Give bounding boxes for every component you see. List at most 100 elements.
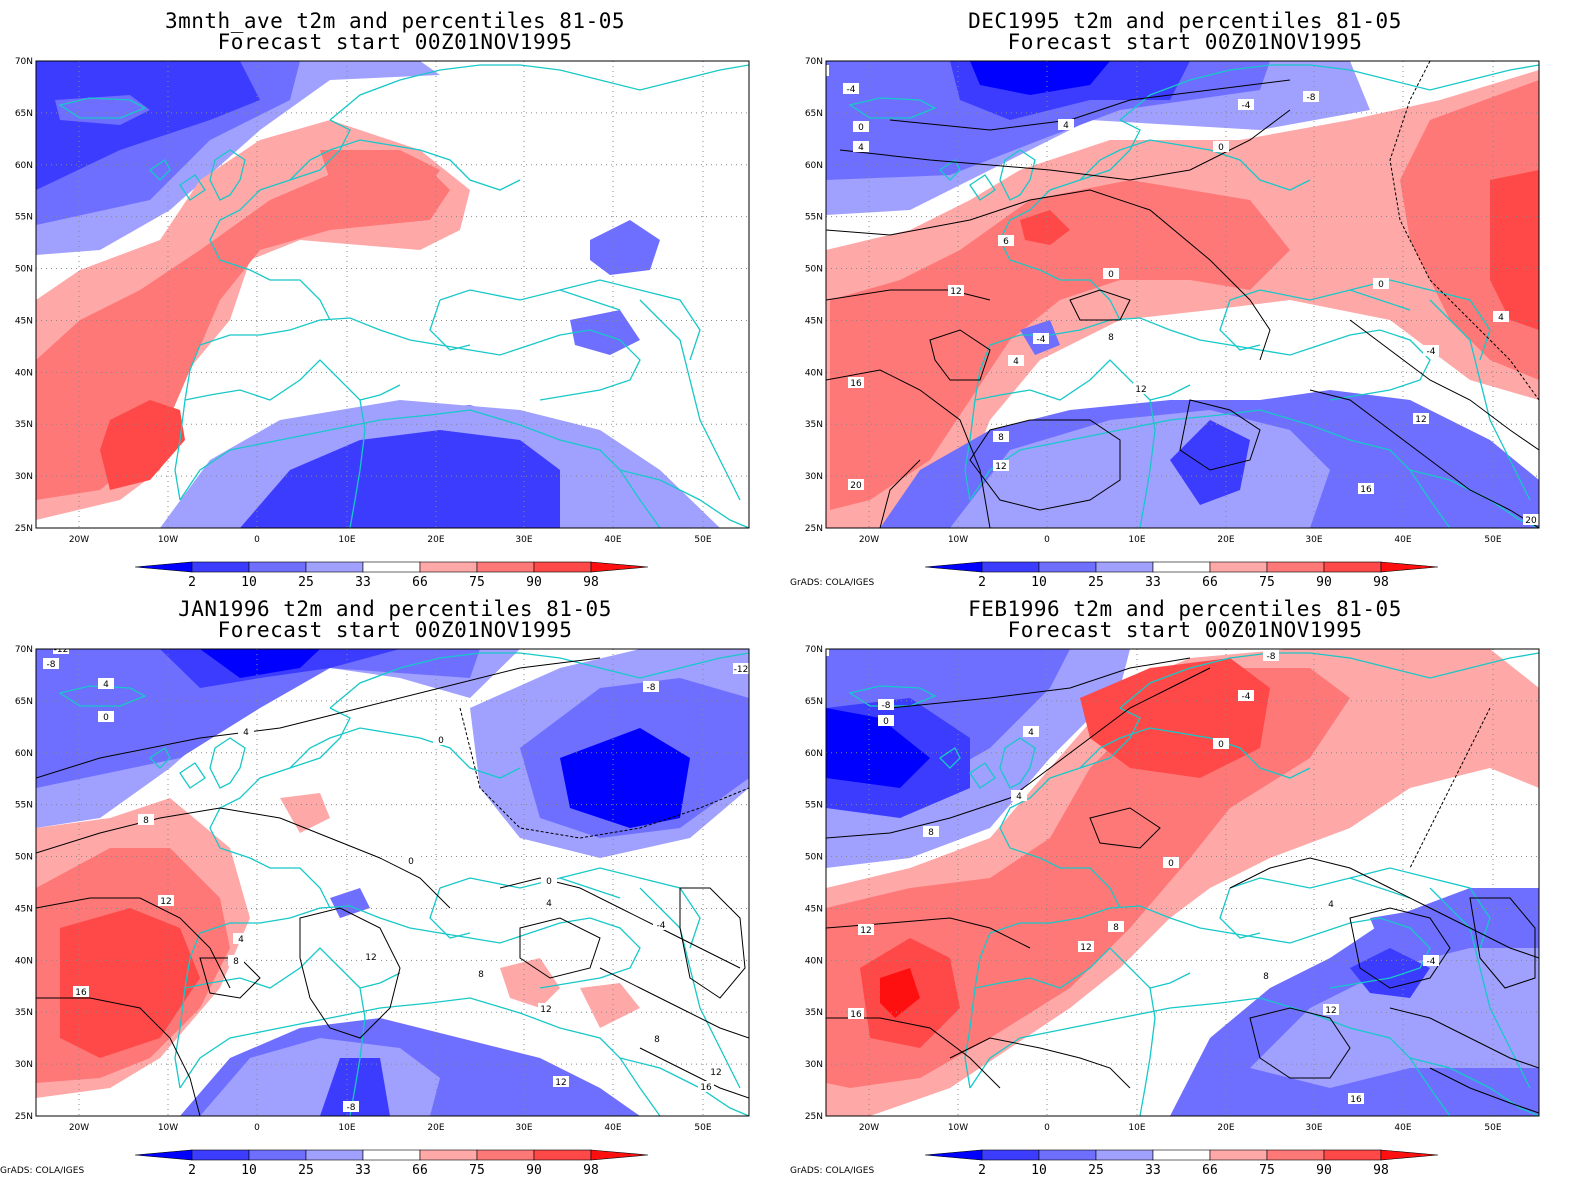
panel-subtitle: Forecast start 00Z01NOV1995	[217, 618, 573, 642]
percentile-shading-area	[240, 430, 560, 528]
colorbar-segment	[1209, 1149, 1268, 1161]
contour-label-background	[53, 649, 69, 654]
contour-label-background	[708, 1066, 724, 1077]
contour-label: 8	[654, 1035, 660, 1045]
longitude-label: 50E	[694, 1123, 711, 1133]
contour-label-background	[1423, 345, 1439, 356]
contour-label-background	[853, 141, 869, 152]
colorbar-arrow-low	[134, 1149, 193, 1161]
latitude-label: 25N	[805, 1112, 823, 1122]
coastline	[439, 877, 621, 899]
temperature-contour	[1349, 907, 1451, 989]
colorbar-segment	[476, 1149, 535, 1161]
contour-label-background	[563, 1123, 579, 1134]
contour-label: 0	[546, 877, 552, 887]
map-frame	[825, 60, 1540, 529]
colorbar-segment	[981, 1149, 1040, 1161]
contour-label-background	[643, 681, 659, 692]
latitude-label: 45N	[805, 316, 823, 326]
latitude-label: 45N	[15, 904, 33, 914]
latitude-label: 45N	[805, 904, 823, 914]
latitude-label: 40N	[15, 368, 33, 378]
contour-label: 16	[75, 988, 87, 998]
colorbar-label: 75	[1259, 575, 1275, 590]
contour-label-background	[403, 855, 419, 866]
coastline	[289, 139, 521, 191]
colorbar-label: 10	[241, 575, 257, 590]
contour-label-background	[541, 897, 557, 908]
contour-label-background	[923, 826, 939, 837]
temperature-contour	[1429, 1067, 1539, 1114]
percentile-shading-area	[60, 908, 200, 1058]
contour-label-background	[1103, 268, 1119, 279]
contour-label-background	[1263, 650, 1279, 661]
colorbar-label: 90	[1316, 575, 1332, 590]
latitude-label: 55N	[805, 801, 823, 811]
temperature-contour	[299, 907, 401, 1039]
temperature-contour	[929, 329, 991, 381]
latitude-label: 30N	[805, 472, 823, 482]
contour-label: 12	[1325, 1006, 1336, 1016]
colorbar-label: 33	[355, 1163, 371, 1178]
contour-label: 16	[850, 1010, 862, 1020]
colorbar-segment	[362, 561, 421, 573]
contour-label-background	[73, 986, 89, 997]
latitude-label: 40N	[15, 956, 33, 966]
contour-label-background	[1163, 857, 1179, 868]
colorbar-label: 2	[978, 575, 986, 590]
contour-label-background	[858, 924, 874, 935]
colorbar-label: 90	[526, 1163, 542, 1178]
contour-label: -8	[1267, 652, 1276, 662]
contour-label-background	[843, 83, 859, 94]
contour-label: 12	[1415, 415, 1426, 425]
latitude-label: 70N	[15, 57, 33, 67]
contour-label: 12	[1080, 943, 1091, 953]
temperature-contour	[1469, 897, 1536, 989]
contour-label: -4	[1242, 692, 1251, 702]
colorbar-label: 66	[1202, 575, 1218, 590]
longitude-label: 50E	[1484, 1123, 1501, 1133]
contour-label: -8	[47, 660, 56, 670]
longitude-label: 30E	[515, 535, 532, 545]
colorbar-label: 75	[1259, 1163, 1275, 1178]
contour-label: 4	[1016, 792, 1022, 802]
coastline	[969, 174, 996, 201]
contour-label: -4	[1427, 347, 1436, 357]
panel-title: 3mnth_ave t2m and percentiles 81-05	[164, 9, 625, 33]
temperature-contour	[599, 967, 749, 1039]
panel-title: JAN1996 t2m and percentiles 81-05	[178, 597, 612, 621]
colorbar-segment	[533, 561, 592, 573]
longitude-label: 10W	[948, 1123, 968, 1133]
map-3month-average: 70N 65N 60N 55N 50N 45N 40N 35N 30N 25N 20W 10W 0 10E…	[15, 57, 750, 590]
colorbar-segment	[305, 561, 364, 573]
contour-label: 8	[233, 957, 239, 967]
contour-label-background	[1133, 383, 1149, 394]
coastline	[559, 279, 701, 361]
colorbar-arrow-high	[1380, 1149, 1439, 1161]
contour-label-background	[1023, 726, 1039, 737]
colorbar-label: 98	[583, 1163, 599, 1178]
contour-label: 8	[1113, 923, 1119, 933]
latitude-label: 30N	[15, 1060, 33, 1070]
colorbar-label: 75	[469, 1163, 485, 1178]
longitude-label: 20E	[427, 1123, 444, 1133]
contour-label: 0	[1168, 859, 1174, 869]
contour-label: 12	[950, 287, 961, 297]
percentile-shading-area	[1020, 210, 1070, 245]
longitude-label: 30E	[1305, 1123, 1322, 1133]
coastline	[179, 762, 206, 789]
colorbar-label: 33	[1145, 1163, 1161, 1178]
temperature-contour	[826, 189, 1271, 361]
colorbar-segment	[1323, 1149, 1382, 1161]
coastline	[938, 747, 961, 769]
contour-label: -8	[647, 683, 656, 693]
coastline	[1139, 987, 1156, 1116]
latitude-label: 60N	[805, 749, 823, 759]
coastline	[1349, 867, 1491, 949]
coastline	[184, 947, 401, 989]
colorbar-arrow-high	[1380, 561, 1439, 573]
contour-label-background	[826, 649, 829, 656]
latitude-label: 70N	[805, 645, 823, 655]
contour-label: -8	[347, 1103, 356, 1113]
